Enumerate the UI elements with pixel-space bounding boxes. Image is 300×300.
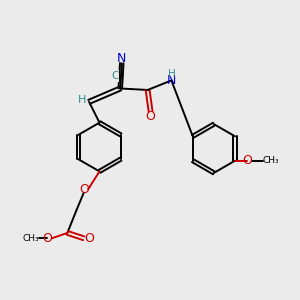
Text: N: N [167,74,176,87]
Text: O: O [79,183,89,196]
Text: O: O [84,232,94,245]
Text: H: H [168,69,176,79]
Text: H: H [78,95,87,105]
Text: O: O [243,154,252,167]
Text: C: C [111,71,118,81]
Text: CH₃: CH₃ [23,234,39,243]
Text: O: O [43,232,52,245]
Text: CH₃: CH₃ [263,156,280,165]
Text: O: O [146,110,155,123]
Text: N: N [117,52,127,65]
